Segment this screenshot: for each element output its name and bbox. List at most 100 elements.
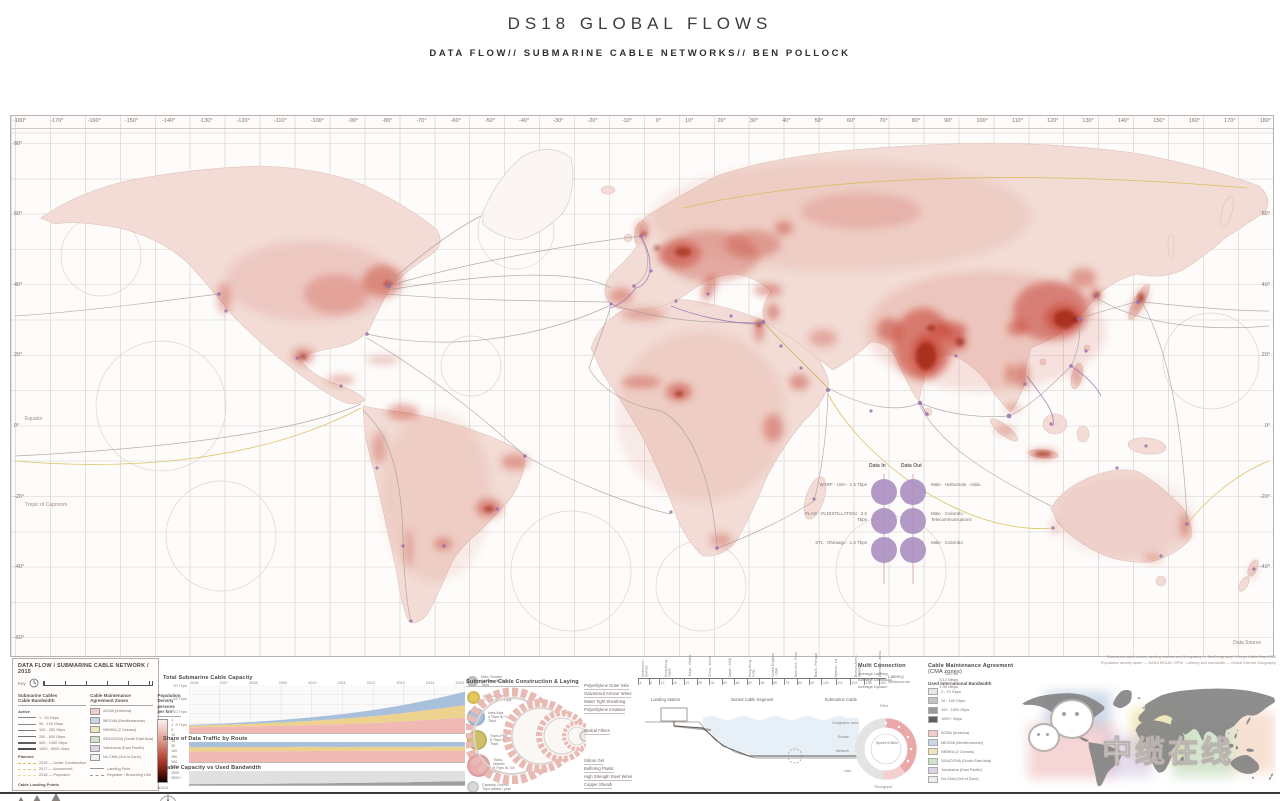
watermark-text: 中缆在线 [1102, 736, 1234, 770]
chart1-x-axis: 2006 2007 2008 2009 2010 2011 2012 2013 2014 2015 [189, 681, 465, 685]
latency-tick-value: 92 [809, 679, 815, 685]
cma-zone-item: NEMEA (2 Oceans) [103, 727, 137, 732]
longitude-tick-label: -10° [621, 118, 632, 124]
latency-tick-value: 12 [659, 679, 665, 685]
construction-label: Polyethylene Outer Skin [584, 683, 629, 690]
latency-city-label: Hong Kong - Taipei [664, 657, 672, 677]
landing-triangle-icon [33, 795, 42, 801]
longitude-tick-label: 120° [1046, 118, 1059, 124]
latency-axis-line: Latency Milliseconds [638, 674, 910, 684]
cable-cross-section [466, 687, 586, 784]
stat-value: 250 ms [944, 670, 958, 676]
longitude-tick-label: 30° [749, 118, 759, 124]
cma-panel: Cable Maintenance Agreement (CMA zones) … [928, 663, 1014, 783]
bandwidth-header: Used International Bandwidth [928, 681, 992, 686]
ramp-tick-label: 100 [171, 749, 178, 754]
construction-label: Galvanized Armour Wires [584, 691, 632, 698]
cma-zone-item: No CMA (Out of Zone) [941, 777, 979, 782]
latency-tick-value: 22 [684, 679, 690, 685]
donut-label: Congestion area [832, 721, 859, 725]
y-tick-label: 10 Tbps [173, 710, 187, 714]
latitude-label: -20° [1259, 494, 1270, 500]
series-Trans-Atlantic [189, 750, 465, 762]
latency-tick-value: 102 [821, 679, 829, 685]
population-density-ramp [157, 718, 169, 783]
construction-label: High Strength Steel Wires [584, 774, 633, 781]
col-header: Cable Maintenance [90, 693, 131, 698]
col-header: Cable Bandwidth [18, 698, 55, 704]
cma-zone-item: Yokohama (East Pacific) [103, 746, 145, 751]
map-footnote: Submarine cable routes, landing stations… [1090, 655, 1276, 666]
series-Trans-Pacific [189, 705, 465, 728]
landing-triangle-icon [50, 793, 61, 801]
ramp-tick-label: 10 [171, 733, 176, 738]
cma-title: Cable Maintenance Agreement [928, 663, 1014, 669]
ramp-tick-label: 1000 [171, 765, 180, 770]
cable-landing-points [217, 234, 1256, 623]
latency-tick-value: 40 [721, 679, 727, 685]
ramp-tick-label: 2 [171, 722, 174, 727]
y-tick-label: 5 Tbps [175, 723, 187, 727]
latitude-label: 0° [14, 423, 20, 429]
latency-city-label: Hong Kong - India [747, 657, 755, 677]
year-tick-label: 2008 [249, 681, 258, 685]
latency-city-label: China - Korea [707, 656, 712, 677]
longitude-tick-label: -110° [273, 118, 287, 124]
longitude-tick-label: 100° [976, 118, 988, 124]
landing-triangle-icon [18, 797, 24, 801]
year-tick-label: 2011 [337, 681, 346, 685]
construction-label: Buffering Plastic [584, 766, 615, 773]
legend-label: US - Latin Am [483, 693, 506, 698]
latency-tick-value: 112 [835, 679, 843, 685]
world-map: -180° -170° -160° -150° -140° -130° -120° -110°… [10, 115, 1274, 657]
cma-zone-item: SEAIOCMA (South East Asia) [103, 737, 154, 742]
stat-value: 1.30 Mbps [939, 683, 958, 689]
bandwidth-class-item: 10 - 100 Gbps [941, 698, 966, 703]
latitude-label: 20° [1261, 352, 1270, 358]
planned-item: 2016 — Under Construction [39, 761, 87, 766]
population-density-cores [299, 231, 1144, 512]
chart1-title: Total Submarine Cable Capacity [163, 675, 253, 681]
latitude-label: -60° [14, 635, 25, 641]
col-header: Population Density [157, 693, 181, 704]
key-col-cables: Submarine Cables Cable Bandwidth Active … [18, 693, 87, 801]
latency-axis-panel: Melbourne - Sydney Hong Kong - Taipei Toky… [636, 651, 910, 697]
world-map-canvas [14, 142, 1270, 632]
latitude-label: -40° [1259, 564, 1270, 570]
total-capacity-area-chart [189, 685, 465, 734]
latency-tick-value: 4 [638, 679, 642, 685]
footnote-line: Population density raster — NASA SEDAC G… [1100, 660, 1276, 665]
longitude-tick-label: 170° [1224, 118, 1236, 124]
latency-city-labels: Melbourne - Sydney Hong Kong - Taipei Toky… [636, 651, 888, 677]
flow-row-left: STL · Dhiraagu · 1.5 Tbps [815, 540, 867, 545]
flow-row-left: WARF · USA · 1.5 Tbps [819, 482, 867, 487]
latitude-label: 40° [1261, 282, 1270, 288]
bandwidth-class-item: 2 - 10 Gbps [941, 689, 961, 694]
key-col-population: Population Density persons per km² 1 2 5 10… [157, 693, 182, 801]
latitude-label: 0° [1264, 423, 1270, 429]
compass-icon [160, 793, 177, 801]
flow-diagram [871, 474, 926, 584]
capacity-charts-panel: Total Submarine Cable Capacity 20 Tbps 15… [163, 675, 515, 794]
latency-tick-value: 8 [648, 679, 652, 685]
latitude-label: 60° [14, 211, 23, 217]
equator-label: Equator [25, 416, 43, 422]
chart2-title: Share of Data Traffic by Route [163, 736, 248, 742]
key-panel: DATA FLOW / SUBMARINE CABLE NETWORK / 20… [12, 658, 182, 801]
latency-tick-value: 60 [759, 679, 765, 685]
chart3-title: Cable Capacity vs Used Bandwidth [163, 765, 262, 771]
cma-title-2: (CMA zones) [928, 669, 962, 675]
series-Intra-Asia [189, 691, 465, 726]
longitude-tick-label: 110° [1011, 118, 1023, 124]
latitude-label: -40° [14, 564, 25, 570]
cable-routes-purple [610, 235, 1102, 427]
latency-city-label: Melbourne - Sydney [641, 658, 649, 677]
cma-mini-map: 中缆在线 [1016, 683, 1276, 793]
latitude-label: 80° [14, 141, 23, 147]
multi-connection-title: Multi Connection [858, 663, 906, 669]
ramp-tick-label: 50 [171, 744, 176, 749]
cable-laying-profile: Landing Station Buried Cable Segment Sub… [645, 697, 863, 792]
donut-label: Fibre [880, 704, 889, 708]
key-col-cma: Cable Maintenance Agreement Zones ACMA (… [90, 693, 154, 801]
